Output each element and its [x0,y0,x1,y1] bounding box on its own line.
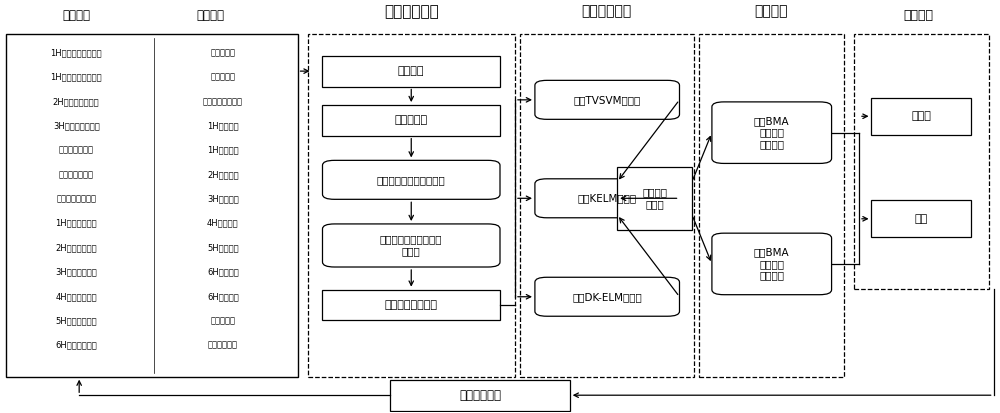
FancyBboxPatch shape [322,224,500,267]
Text: 二级带电流负荷: 二级带电流负荷 [59,170,94,179]
Text: 3H榨机转速: 3H榨机转速 [207,195,239,204]
Text: 数据清理: 数据清理 [398,66,424,76]
FancyBboxPatch shape [322,105,500,136]
Text: 基于DK-ELM的预测: 基于DK-ELM的预测 [572,292,642,302]
Text: 1H榨机转速: 1H榨机转速 [207,146,239,154]
Text: 输出组合特征向量: 输出组合特征向量 [385,300,438,310]
Text: 一级带转速: 一级带转速 [210,48,235,57]
Text: 输送带上料实际值: 输送带上料实际值 [203,97,243,106]
FancyBboxPatch shape [712,233,832,295]
Text: 二级带转速: 二级带转速 [210,73,235,81]
Text: 6H榨机电流负荷: 6H榨机电流负荷 [55,341,97,350]
Text: 基于互信息的多级筛选法: 基于互信息的多级筛选法 [377,175,446,185]
Text: 第一层预
测结果: 第一层预 测结果 [642,188,667,209]
Text: 1H蔗刀机电流负荷西: 1H蔗刀机电流负荷西 [50,73,102,81]
Text: 4H榨机电流负荷: 4H榨机电流负荷 [55,292,97,301]
FancyBboxPatch shape [535,179,680,218]
FancyBboxPatch shape [535,277,680,316]
Text: 控制参数: 控制参数 [197,9,225,22]
Text: 预测目标: 预测目标 [904,9,934,22]
Text: 6H榨机转速: 6H榨机转速 [207,268,239,277]
FancyBboxPatch shape [712,102,832,164]
Text: 多模型软测量: 多模型软测量 [582,5,632,19]
Text: 6H双辊转速: 6H双辊转速 [207,292,239,301]
Text: 状态参数: 状态参数 [62,9,90,22]
Text: 4H榨机转速: 4H榨机转速 [207,219,239,228]
Text: 甘蔗压榨工段: 甘蔗压榨工段 [459,389,501,402]
FancyBboxPatch shape [871,200,971,237]
Text: 输送带上料实际值: 输送带上料实际值 [56,195,96,204]
Text: 基于混合鸡群算法的包
装器法: 基于混合鸡群算法的包 装器法 [380,235,442,256]
Text: 能耗: 能耗 [915,214,928,224]
FancyBboxPatch shape [535,81,680,119]
Text: 一级带电流负荷: 一级带电流负荷 [59,146,94,154]
Text: 数据归一化: 数据归一化 [395,115,428,126]
Text: 基于BMA
的确定性
集成预测: 基于BMA 的确定性 集成预测 [754,116,790,149]
FancyBboxPatch shape [322,160,500,199]
Text: 3H榨机电流负荷: 3H榨机电流负荷 [55,268,97,277]
FancyBboxPatch shape [617,166,692,230]
FancyBboxPatch shape [390,380,570,411]
Text: 深度特征识别: 深度特征识别 [384,4,439,19]
Text: 基于BMA
的概率性
集成预测: 基于BMA 的概率性 集成预测 [754,247,790,280]
FancyBboxPatch shape [322,290,500,320]
FancyBboxPatch shape [871,98,971,135]
Text: 渗透水流量: 渗透水流量 [210,316,235,325]
Text: 2H榨机转速: 2H榨机转速 [207,170,239,179]
Text: 5H榨机电流负荷: 5H榨机电流负荷 [55,316,97,325]
Text: 3H蔗刀机电流负荷: 3H蔗刀机电流负荷 [53,121,100,130]
Text: 1H双辊转速: 1H双辊转速 [207,121,239,130]
Text: 2H榨机电流负荷: 2H榨机电流负荷 [55,243,97,252]
Text: 集成预测: 集成预测 [754,5,788,19]
Text: 2H蔗刀机电流负荷: 2H蔗刀机电流负荷 [53,97,99,106]
Text: 基于TVSVM的预测: 基于TVSVM的预测 [574,95,641,105]
Text: 抽出率: 抽出率 [911,111,931,121]
FancyBboxPatch shape [322,56,500,86]
FancyBboxPatch shape [6,34,298,377]
Text: 1H榨机电流负荷: 1H榨机电流负荷 [55,219,97,228]
Text: 5H榨机转速: 5H榨机转速 [207,243,239,252]
Text: 基于KELM的预测: 基于KELM的预测 [578,193,637,203]
Text: 渗透水对蔗比: 渗透水对蔗比 [208,341,238,350]
Text: 1H蔗刀机电流负荷东: 1H蔗刀机电流负荷东 [50,48,102,57]
